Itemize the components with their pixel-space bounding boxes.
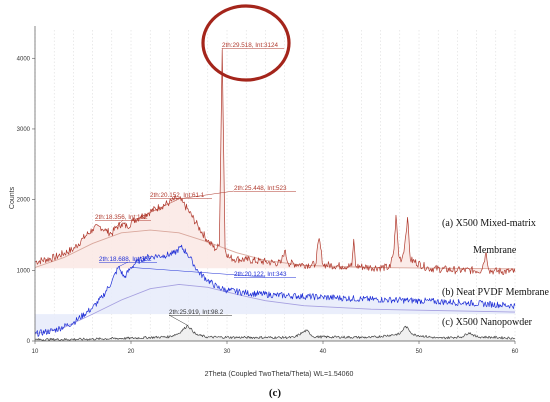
- series-label-b: (b) Neat PVDF Membrane: [442, 287, 549, 298]
- x-tick-label: 20: [128, 349, 135, 355]
- annotations: 2th:29.518, Int:3124 2th:25.448, Int:523 2…: [95, 4, 296, 326]
- series-fill: [35, 49, 515, 275]
- annotation-leader: [183, 190, 235, 199]
- series-fill: [35, 245, 515, 337]
- y-tick-label: 0: [27, 339, 31, 345]
- series-lines: [34, 49, 516, 342]
- annotation-leader: [132, 267, 266, 278]
- x-tick-label: 60: [512, 349, 519, 355]
- series-line: [34, 244, 516, 337]
- series-label-a: (a) X500 Mixed-matrix: [442, 218, 536, 229]
- annotation-leader: [115, 219, 124, 229]
- highlight-ring: [201, 4, 291, 82]
- series-labels: (a) X500 Mixed-matrix Membrane (b) Neat PV…: [442, 218, 549, 328]
- annotation-label: 2th:25.448, Int:523: [234, 185, 287, 192]
- axes: 0 1000 2000 3000 4000 10 20 30 40 50 60: [17, 26, 519, 355]
- annotation-label: 2th:29.518, Int:3124: [222, 42, 279, 49]
- annotation-label: 2th:20.152, Int:61.1: [150, 192, 205, 199]
- annotation-label: 2th:20.122, Int:343: [234, 271, 287, 278]
- annotation-label: 2th:18.688, Int:352: [99, 256, 152, 263]
- series-label-c: (c) X500 Nanopowder: [442, 317, 533, 328]
- y-tick-label: 2000: [17, 198, 31, 204]
- panel-label: (c): [269, 387, 282, 399]
- y-tick-label: 4000: [17, 56, 31, 62]
- x-tick-label: 40: [320, 349, 327, 355]
- baseline-curve: [34, 283, 516, 335]
- series-label-a-line2: Membrane: [473, 245, 517, 256]
- x-axis-title: 2Theta (Coupled TwoTheta/Theta) WL=1.540…: [205, 371, 354, 378]
- annotation-label: 2th:25.919, Int:98.2: [169, 309, 224, 316]
- annotation-leader: [118, 261, 129, 268]
- annotation-leader: [168, 314, 188, 326]
- y-axis-title: Counts: [9, 186, 16, 209]
- annotation-label: 2th:18.356, Int:182: [95, 214, 148, 221]
- series-line: [34, 49, 516, 276]
- x-tick-label: 30: [224, 349, 231, 355]
- y-tick-label: 1000: [17, 268, 31, 274]
- series-line: [34, 325, 516, 342]
- x-tick-label: 50: [416, 349, 423, 355]
- y-tick-label: 3000: [17, 127, 31, 133]
- annotation-leader: [132, 197, 182, 222]
- x-tick-label: 10: [32, 349, 39, 355]
